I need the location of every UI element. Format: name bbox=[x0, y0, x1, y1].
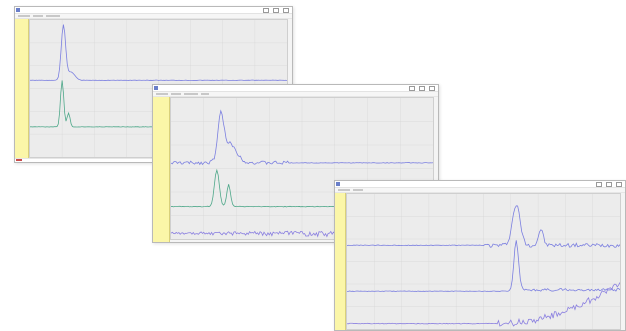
minimize-icon[interactable] bbox=[596, 182, 602, 187]
maximize-icon[interactable] bbox=[606, 182, 612, 187]
title-bar[interactable] bbox=[335, 181, 625, 188]
toolbar-button[interactable] bbox=[338, 189, 350, 191]
plot-canvas bbox=[347, 194, 620, 329]
axis-panel bbox=[335, 193, 346, 330]
title-bar[interactable] bbox=[153, 85, 438, 92]
spectrum-trace bbox=[347, 206, 620, 247]
toolbar bbox=[335, 188, 625, 193]
toolbar-button[interactable] bbox=[353, 189, 363, 191]
spectrum-plot[interactable] bbox=[346, 193, 621, 330]
spectrum-trace bbox=[171, 111, 433, 165]
analysis-window-3[interactable] bbox=[334, 180, 626, 331]
close-icon[interactable] bbox=[429, 86, 435, 91]
toolbar-button[interactable] bbox=[46, 15, 60, 17]
app-icon bbox=[336, 182, 340, 186]
status-indicator bbox=[16, 159, 22, 161]
toolbar-button[interactable] bbox=[171, 93, 181, 95]
toolbar-button[interactable] bbox=[33, 15, 43, 17]
app-icon bbox=[154, 86, 158, 90]
spectrum-trace bbox=[347, 282, 620, 326]
toolbar-button[interactable] bbox=[184, 93, 198, 95]
axis-panel bbox=[15, 19, 29, 162]
title-bar[interactable] bbox=[15, 7, 292, 14]
toolbar bbox=[15, 14, 292, 19]
app-icon bbox=[16, 8, 20, 12]
toolbar-button[interactable] bbox=[18, 15, 30, 17]
plot-canvas bbox=[171, 98, 433, 239]
toolbar-button[interactable] bbox=[156, 93, 168, 95]
maximize-icon[interactable] bbox=[419, 86, 425, 91]
close-icon[interactable] bbox=[283, 8, 289, 13]
close-icon[interactable] bbox=[616, 182, 622, 187]
maximize-icon[interactable] bbox=[273, 8, 279, 13]
toolbar bbox=[153, 92, 438, 97]
toolbar-button[interactable] bbox=[201, 93, 209, 95]
axis-panel bbox=[153, 97, 170, 242]
minimize-icon[interactable] bbox=[409, 86, 415, 91]
spectrum-trace bbox=[347, 240, 620, 291]
spectrum-trace bbox=[30, 25, 287, 81]
minimize-icon[interactable] bbox=[263, 8, 269, 13]
